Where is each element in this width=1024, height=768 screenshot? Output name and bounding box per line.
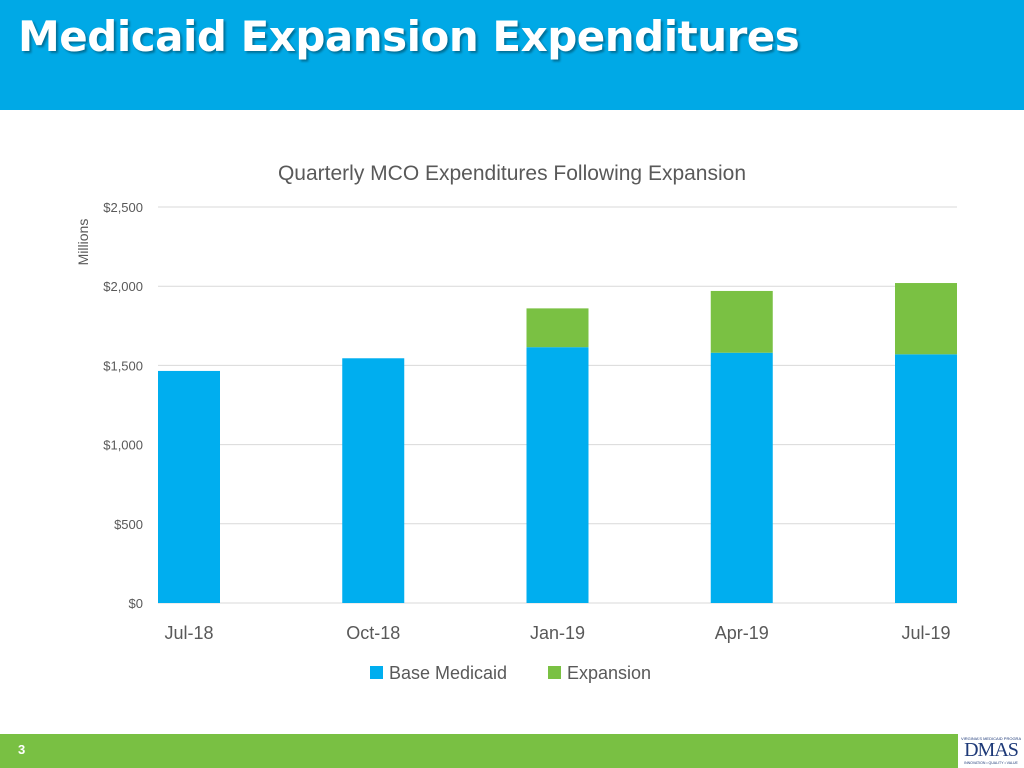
dmas-logo: VIRGINIA'S MEDICAID PROGRAM DMAS INNOVAT…: [958, 734, 1024, 768]
chart-title: Quarterly MCO Expenditures Following Exp…: [278, 162, 746, 185]
legend-label: Expansion: [567, 663, 651, 683]
logo-tagline-bottom: INNOVATION • QUALITY • VALUE: [964, 761, 1018, 765]
footer-bar: 3: [0, 734, 1024, 768]
bars: [158, 283, 957, 603]
chart-area: Quarterly MCO Expenditures Following Exp…: [0, 140, 1024, 700]
logo-tagline-top: VIRGINIA'S MEDICAID PROGRAM: [961, 736, 1021, 741]
bar-base-medicaid-jul-19: [895, 354, 957, 603]
bar-base-medicaid-oct-18: [342, 358, 405, 603]
bar-base-medicaid-jul-18: [158, 370, 220, 603]
bar-expansion-jul-19: [895, 283, 957, 355]
x-axis-ticks: Jul-18 Oct-18 Jan-19 Apr-19 Jul-19: [164, 623, 950, 643]
x-tick-label: Jan-19: [530, 623, 585, 643]
x-tick-label: Apr-19: [715, 623, 769, 643]
page-number: 3: [18, 742, 26, 757]
bar-base-medicaid-jan-19: [526, 347, 589, 603]
bar-base-medicaid-apr-19: [710, 352, 773, 603]
title-bar: Medicaid Expansion Expenditures: [0, 0, 1024, 110]
legend-swatch-expansion: [548, 666, 561, 679]
y-tick-label: $1,500: [103, 358, 143, 373]
x-tick-label: Jul-18: [164, 623, 213, 643]
logo-wordmark: DMAS: [964, 739, 1019, 761]
y-axis-ticks: $0 $500 $1,000 $1,500 $2,000 $2,500: [103, 200, 143, 611]
x-tick-label: Jul-19: [901, 623, 950, 643]
y-tick-label: $0: [129, 596, 143, 611]
y-tick-label: $500: [114, 517, 143, 532]
bar-expansion-apr-19: [710, 290, 773, 353]
y-tick-label: $2,500: [103, 200, 143, 215]
y-tick-label: $1,000: [103, 438, 143, 453]
stacked-bar-chart: Quarterly MCO Expenditures Following Exp…: [75, 162, 957, 683]
page-title: Medicaid Expansion Expenditures: [18, 12, 800, 61]
legend-label: Base Medicaid: [389, 663, 507, 683]
x-tick-label: Oct-18: [346, 623, 400, 643]
y-tick-label: $2,000: [103, 279, 143, 294]
bar-expansion-jan-19: [526, 308, 589, 348]
y-axis-label: Millions: [75, 219, 91, 266]
legend-swatch-base-medicaid: [370, 666, 383, 679]
legend: Base Medicaid Expansion: [370, 663, 651, 683]
